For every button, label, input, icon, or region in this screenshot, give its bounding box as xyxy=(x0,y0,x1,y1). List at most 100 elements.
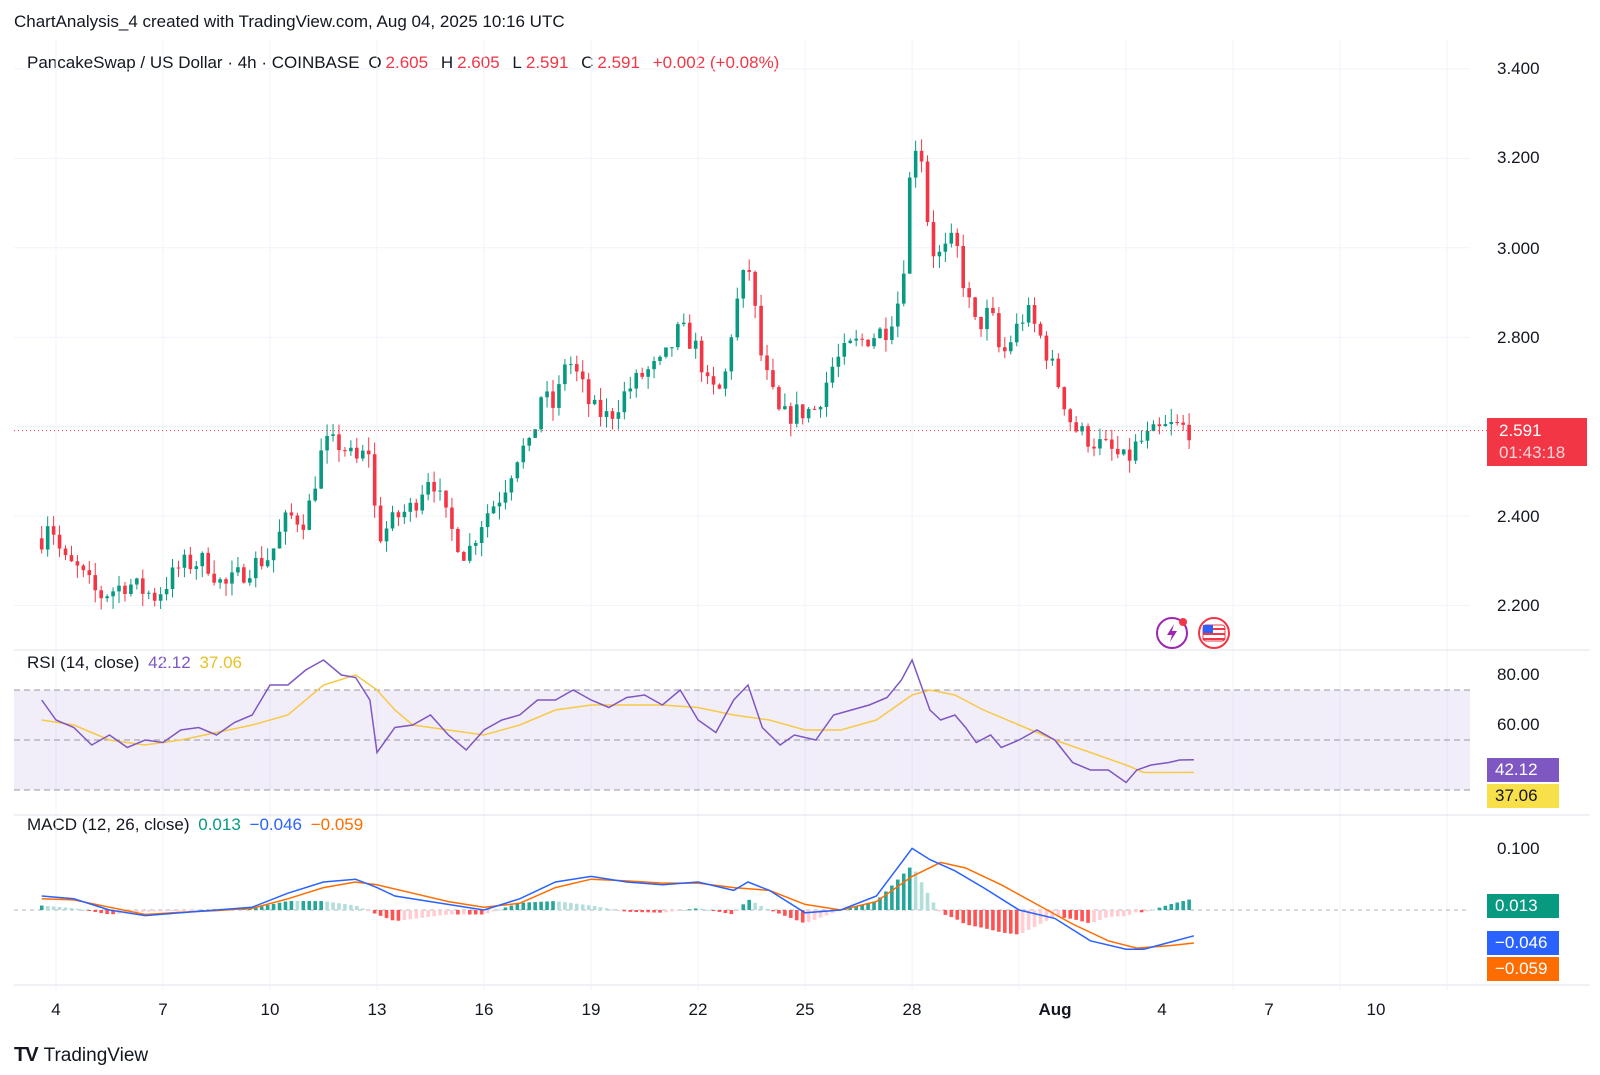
macd-hist-bar xyxy=(283,901,288,910)
candle-down xyxy=(295,515,300,525)
x-tick: 25 xyxy=(795,1000,815,1019)
candle-up xyxy=(943,243,948,252)
macd-hist-bar xyxy=(420,910,425,918)
macd-hist-bar xyxy=(307,901,312,910)
candle-down xyxy=(753,271,757,306)
x-tick: 22 xyxy=(688,1000,708,1019)
macd-hist-bar xyxy=(426,910,430,918)
macd-hist-bar xyxy=(152,910,157,912)
candle-up xyxy=(806,408,811,419)
macd-hist-bar xyxy=(592,906,597,910)
candle-down xyxy=(866,339,870,347)
candle-down xyxy=(378,505,383,542)
symbol-title[interactable]: PancakeSwap / US Dollar · 4h · COINBASE xyxy=(27,53,360,72)
macd-hist-bar xyxy=(360,908,365,910)
macd-hist-bar xyxy=(759,905,763,910)
candle-down xyxy=(69,555,74,562)
candle-down xyxy=(1062,387,1067,410)
candle-down xyxy=(919,150,924,162)
price-tick: 3.400 xyxy=(1497,59,1540,78)
candle-up xyxy=(253,557,258,579)
macd-hist-bar xyxy=(824,910,829,916)
macd-hist-bar xyxy=(705,909,710,911)
macd-hist-value: 0.013 xyxy=(198,815,241,834)
candle-down xyxy=(1110,439,1114,449)
tradingview-brand[interactable]: TV TradingView xyxy=(14,1044,148,1067)
macd-hist-bar xyxy=(158,910,163,912)
macd-hist-bar xyxy=(438,910,442,916)
x-tick: 13 xyxy=(367,1000,387,1019)
macd-hist-bar xyxy=(384,910,389,919)
rsi-band-fill xyxy=(14,690,1470,790)
macd-histogram xyxy=(14,867,1470,935)
macd-hist-bar xyxy=(896,879,900,910)
macd-hist-bar xyxy=(1080,910,1084,922)
candle-down xyxy=(99,590,103,599)
macd-hist-bar xyxy=(515,903,520,910)
macd-hist-bar xyxy=(479,910,484,915)
macd-hist-bar xyxy=(69,908,74,910)
candle-up xyxy=(1020,322,1025,324)
candle-down xyxy=(396,512,401,518)
candle-down xyxy=(1175,421,1180,423)
macd-hist-bar xyxy=(901,873,906,910)
macd-signal-line xyxy=(41,861,1194,949)
main-legend: PancakeSwap / US Dollar · 4h · COINBASE … xyxy=(27,53,783,73)
macd-hist-bar xyxy=(789,910,793,919)
macd-hist-bar xyxy=(681,910,686,911)
candle-down xyxy=(765,355,769,371)
macd-hist-bar xyxy=(687,909,692,911)
candle-up xyxy=(652,360,656,370)
macd-hist-bar xyxy=(140,910,145,912)
macd-hist-bar xyxy=(979,910,983,928)
macd-hist-bar xyxy=(943,910,948,915)
macd-hist-bar xyxy=(753,902,757,910)
macd-hist-bar xyxy=(699,908,704,910)
macd-legend: MACD (12, 26, close) 0.013 −0.046 −0.059 xyxy=(27,815,367,835)
rsi-band xyxy=(14,689,1470,791)
candle-down xyxy=(580,371,585,380)
candle-up xyxy=(170,567,175,590)
macd-hist-bar xyxy=(806,910,811,923)
macd-hist-bar xyxy=(467,910,472,915)
macd-hist-bar xyxy=(741,904,746,910)
macd-hist-bar xyxy=(919,882,924,910)
candle-up xyxy=(693,340,698,349)
rsi-title[interactable]: RSI (14, close) xyxy=(27,653,140,672)
macd-hist-bar xyxy=(378,910,383,916)
candle-up xyxy=(271,548,276,561)
candle-up xyxy=(622,391,627,413)
rsi-legend: RSI (14, close) 42.12 37.06 xyxy=(27,653,246,673)
grid-lines xyxy=(14,40,1470,990)
candle-down xyxy=(1187,424,1191,441)
candle-down xyxy=(81,565,86,571)
candle-up xyxy=(604,411,609,418)
candle-up xyxy=(557,384,561,408)
x-tick: 16 xyxy=(474,1000,494,1019)
macd-hist-bar xyxy=(444,910,448,915)
rsi-value: 42.12 xyxy=(148,653,191,672)
macd-hist-bar xyxy=(765,908,769,910)
candle-down xyxy=(759,305,763,356)
macd-hist-bar xyxy=(527,902,532,910)
macd-hist-bar xyxy=(63,907,68,910)
candle-up xyxy=(681,322,686,325)
candle-up xyxy=(111,591,115,597)
flag-stripe xyxy=(1203,633,1225,635)
candle-up xyxy=(794,404,799,424)
candle-up xyxy=(1151,424,1156,431)
macd-hist-bar xyxy=(949,910,954,918)
macd-title[interactable]: MACD (12, 26, close) xyxy=(27,815,190,834)
candle-up xyxy=(670,347,674,349)
macd-hist-bar xyxy=(1115,910,1120,917)
macd-hist-bar xyxy=(497,909,502,911)
candles xyxy=(39,139,1191,610)
macd-hist-bar xyxy=(711,910,716,911)
macd-hist-bar xyxy=(135,910,139,913)
candle-down xyxy=(789,406,793,424)
candle-up xyxy=(349,447,353,452)
macd-hist-bar xyxy=(1092,910,1096,923)
candle-up xyxy=(664,347,668,357)
candle-down xyxy=(432,481,436,492)
